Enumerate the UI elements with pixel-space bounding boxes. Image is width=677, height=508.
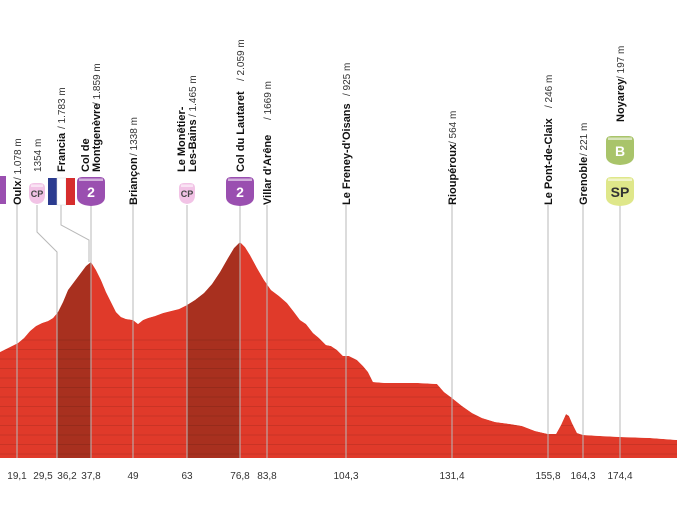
profile-gridlines <box>0 0 677 455</box>
sprint-badge-shape <box>606 177 634 206</box>
waypoint-altitude: 1354 m <box>33 139 44 172</box>
km-tick-label: 83,8 <box>257 471 277 482</box>
profile-area-layer <box>0 242 677 458</box>
waypoint-name: Le Monêtier- <box>176 106 188 172</box>
waypoint-name: Le Freney-d'Oisans <box>341 103 353 205</box>
cp-badge-1: CP <box>29 183 45 204</box>
flag-red <box>66 178 75 205</box>
waypoint-name: Col du Lautaret <box>235 91 247 172</box>
cp-badge-1-shape <box>29 183 45 204</box>
sprint-badge-stripe <box>608 178 632 181</box>
km-tick-label: 19,1 <box>7 471 27 482</box>
waypoint-label: Briançon/ 1338 m <box>128 117 140 205</box>
waypoint-name: Villar d'Arêne <box>262 135 274 205</box>
waypoint-label: Oulx/ 1.078 m <box>12 138 24 205</box>
km-tick-label: 164,3 <box>570 471 595 482</box>
kom-badge-lautaret-shape <box>226 177 254 206</box>
badge-layer: CP 2 CP 2 B SP <box>0 136 634 206</box>
cp-badge-2: CP <box>179 183 195 204</box>
waypoint-altitude: / 2.059 m <box>236 39 247 81</box>
km-tick-label: 37,8 <box>81 471 101 482</box>
bonus-badge-shape <box>606 136 634 165</box>
sprint-badge: SP <box>606 177 634 206</box>
waypoint-name: Noyarey <box>615 78 627 122</box>
bonus-badge-stripe <box>608 137 632 140</box>
waypoint-name: Briançon <box>128 157 140 205</box>
km-tick-label: 104,3 <box>333 471 358 482</box>
waypoint-altitude: / 246 m <box>544 75 555 108</box>
waypoint-altitude: / 1669 m <box>263 81 274 120</box>
waypoint-altitude: / 1338 m <box>129 117 140 156</box>
waypoint-altitude: / 925 m <box>342 63 353 96</box>
waypoint-name: Col de <box>80 138 92 172</box>
profile-area <box>0 242 677 458</box>
cp-badge-1-text: CP <box>31 189 44 199</box>
km-tick-label: 155,8 <box>535 471 560 482</box>
flag-blue <box>48 178 57 205</box>
waypoint-name: Le Pont-de-Claix <box>543 117 555 205</box>
waypoint-altitude: / 197 m <box>616 46 627 79</box>
waypoint-name: Rioupéroux <box>447 143 459 205</box>
waypoint-label: Le Freney-d'Oisans / 925 m <box>341 63 353 205</box>
kom-badge-montgenevre-shape <box>77 177 105 206</box>
km-tick-labels: 19,1 29,5 36,2 37,8 49 63 76,8 83,8 104,3 131,4 15… <box>7 471 633 482</box>
climb-montgenevre-area <box>57 262 91 458</box>
km-tick-label: 131,4 <box>439 471 464 482</box>
climb-lautaret-area <box>187 242 240 458</box>
km-tick-label: 49 <box>127 471 139 482</box>
kom-badge-montgenevre: 2 <box>77 177 105 206</box>
waypoint-name: Oulx <box>12 180 24 205</box>
waypoint-name: Francia <box>56 132 68 172</box>
waypoint-label: Col de Montgenèvre/ 1.859 m <box>80 63 103 172</box>
leader-lines <box>16 205 621 458</box>
waypoint-label: Le Pont-de-Claix / 246 m <box>543 75 555 205</box>
kom-badge-montgenevre-stripe <box>79 178 103 181</box>
bonus-badge-text: B <box>615 143 625 159</box>
waypoint-name: Montgenèvre <box>91 104 103 172</box>
km-tick-label: 63 <box>181 471 193 482</box>
waypoint-labels: Oulx/ 1.078 m 1354 m Francia / 1.783 m Col d… <box>12 39 627 205</box>
cp-badge-2-stripe <box>181 184 193 187</box>
flag-white <box>56 177 67 206</box>
france-flag-icon <box>48 177 75 206</box>
waypoint-label: Col du Lautaret / 2.059 m <box>235 39 247 172</box>
sprint-badge-text: SP <box>611 184 630 200</box>
waypoint-label: Grenoble/ 221 m <box>578 123 590 205</box>
waypoint-label: Francia / 1.783 m <box>56 87 68 172</box>
cp-badge-2-text: CP <box>181 189 194 199</box>
bonus-badge: B <box>606 136 634 165</box>
km-tick-label: 36,2 <box>57 471 77 482</box>
cp-badge-2-shape <box>179 183 195 204</box>
waypoint-label: Le Monêtier- Les-Bains / 1.465 m <box>176 75 199 172</box>
km-tick-label: 174,4 <box>607 471 632 482</box>
kom-badge-lautaret-stripe <box>228 178 252 181</box>
waypoint-altitude: / 1.465 m <box>188 75 199 117</box>
waypoint-altitude: / 1.859 m <box>92 63 103 105</box>
cp-badge-1-stripe <box>31 184 43 187</box>
waypoint-label: Villar d'Arêne / 1669 m <box>262 81 274 205</box>
sky-mask <box>0 0 677 440</box>
km-tick-label: 29,5 <box>33 471 53 482</box>
waypoint-label: Rioupéroux/ 564 m <box>447 111 459 205</box>
kom-badge-lautaret: 2 <box>226 177 254 206</box>
leader-line-francia <box>60 205 90 262</box>
waypoint-altitude: / 1.078 m <box>13 138 24 180</box>
waypoint-name: Grenoble <box>578 157 590 205</box>
kom-badge-montgenevre-text: 2 <box>87 184 95 200</box>
waypoint-altitude: / 564 m <box>448 111 459 144</box>
waypoint-label: 1354 m <box>33 139 44 172</box>
kom-badge-lautaret-text: 2 <box>236 184 244 200</box>
waypoint-name: Les-Bains <box>187 119 199 172</box>
waypoint-altitude: / 1.783 m <box>57 87 68 129</box>
waypoint-label: Noyarey/ 197 m <box>615 46 627 122</box>
waypoint-altitude: / 221 m <box>579 123 590 156</box>
leader-line-cp1 <box>36 205 58 458</box>
km-tick-label: 76,8 <box>230 471 250 482</box>
kom-badge-partial <box>0 176 6 204</box>
